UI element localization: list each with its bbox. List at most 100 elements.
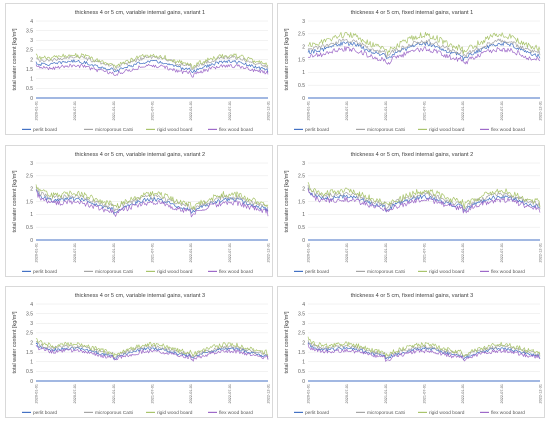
- legend-label: microporous CaSi: [367, 269, 405, 275]
- x-tick-label: 2022-01-01: [461, 384, 465, 403]
- y-tick-label: 2: [302, 44, 305, 50]
- series-line: [307, 31, 541, 55]
- legend-label: flex wood board: [491, 127, 525, 133]
- y-tick-label: 2: [30, 340, 33, 346]
- legend-label: microporous CaSi: [95, 410, 133, 416]
- chart-svg-1: thickness 4 or 5 cm, variable internal g…: [12, 10, 271, 133]
- x-tick-label: 2022-12-31: [539, 384, 543, 403]
- y-tick-label: 0.5: [298, 225, 305, 231]
- x-tick-label: 2022-07-01: [500, 101, 504, 120]
- x-tick-label: 2021-01-01: [384, 101, 388, 120]
- legend-label: flex wood board: [219, 269, 253, 275]
- x-tick-label: 2021-01-01: [112, 101, 116, 120]
- y-tick-label: 2.5: [298, 174, 305, 180]
- x-tick-label: 2020-07-01: [73, 384, 77, 403]
- y-tick-label: 2: [302, 186, 305, 192]
- chart-title: thickness 4 or 5 cm, variable internal g…: [75, 293, 205, 299]
- y-tick-label: 1.5: [298, 199, 305, 205]
- y-tick-label: 1: [30, 360, 33, 366]
- x-tick-label: 2020-01-01: [307, 243, 311, 262]
- legend-label: perlit board: [33, 127, 57, 133]
- series-line: [35, 55, 269, 71]
- chart-title: thickness 4 or 5 cm, fixed internal gain…: [351, 293, 474, 299]
- x-tick-label: 2021-07-01: [423, 384, 427, 403]
- legend-label: flex wood board: [491, 410, 525, 416]
- y-tick-label: 2: [30, 186, 33, 192]
- y-tick-label: 1.5: [26, 67, 33, 73]
- y-tick-label: 1.5: [26, 199, 33, 205]
- x-tick-label: 2021-07-01: [423, 101, 427, 120]
- x-tick-label: 2020-07-01: [73, 101, 77, 120]
- legend-label: microporous CaSi: [95, 127, 133, 133]
- chart-svg-5: thickness 4 or 5 cm, variable internal g…: [12, 293, 271, 416]
- series-line: [35, 63, 269, 78]
- y-tick-label: 1: [30, 212, 33, 218]
- y-tick-label: 3: [302, 161, 305, 167]
- legend-label: perlit board: [33, 410, 57, 416]
- y-tick-label: 1.5: [26, 350, 33, 356]
- x-tick-label: 2022-01-01: [189, 101, 193, 120]
- y-tick-label: 2.5: [26, 174, 33, 180]
- series-line: [35, 344, 269, 362]
- y-tick-label: 4: [30, 19, 33, 25]
- legend-label: microporous CaSi: [367, 410, 405, 416]
- y-tick-label: 1: [30, 77, 33, 83]
- y-tick-label: 1: [302, 360, 305, 366]
- series-line: [307, 46, 541, 65]
- y-tick-label: 0: [302, 238, 305, 244]
- x-tick-label: 2022-07-01: [500, 243, 504, 262]
- x-tick-label: 2022-12-31: [539, 243, 543, 262]
- x-tick-label: 2022-01-01: [189, 243, 193, 262]
- chart-panel-5: thickness 4 or 5 cm, variable internal g…: [5, 286, 273, 418]
- y-tick-label: 3: [30, 321, 33, 327]
- x-tick-label: 2020-01-01: [307, 384, 311, 403]
- x-tick-label: 2022-07-01: [500, 384, 504, 403]
- y-tick-label: 2: [302, 340, 305, 346]
- y-tick-label: 0: [302, 379, 305, 385]
- y-tick-label: 3: [30, 161, 33, 167]
- y-axis-label: total water content [kg/m³]: [12, 28, 18, 91]
- y-tick-label: 4: [302, 302, 305, 308]
- legend-label: rigid wood board: [157, 410, 193, 416]
- y-axis-label: total water content [kg/m³]: [284, 311, 290, 374]
- x-tick-label: 2022-12-31: [267, 243, 271, 262]
- y-tick-label: 0.5: [298, 83, 305, 89]
- legend-label: microporous CaSi: [95, 269, 133, 275]
- x-tick-label: 2021-07-01: [151, 101, 155, 120]
- x-tick-label: 2020-01-01: [35, 243, 39, 262]
- legend-label: perlit board: [305, 127, 329, 133]
- x-tick-label: 2020-01-01: [307, 101, 311, 120]
- y-tick-label: 0.5: [26, 225, 33, 231]
- y-tick-label: 3.5: [298, 311, 305, 317]
- y-tick-label: 0: [30, 96, 33, 102]
- x-tick-label: 2020-07-01: [73, 243, 77, 262]
- y-tick-label: 2.5: [298, 32, 305, 38]
- x-tick-label: 2021-01-01: [112, 384, 116, 403]
- x-tick-label: 2022-07-01: [228, 101, 232, 120]
- legend-label: perlit board: [305, 410, 329, 416]
- y-tick-label: 1.5: [298, 57, 305, 63]
- series-line: [307, 38, 541, 58]
- y-tick-label: 3: [30, 38, 33, 44]
- chart-title: thickness 4 or 5 cm, fixed internal gain…: [351, 10, 474, 16]
- y-tick-label: 3: [302, 19, 305, 25]
- chart-svg-6: thickness 4 or 5 cm, fixed internal gain…: [284, 293, 543, 416]
- series-line: [307, 343, 541, 362]
- x-tick-label: 2021-01-01: [384, 384, 388, 403]
- chart-svg-2: thickness 4 or 5 cm, fixed internal gain…: [284, 10, 543, 133]
- x-tick-label: 2022-01-01: [189, 384, 193, 403]
- series-line: [35, 186, 269, 212]
- chart-panel-3: thickness 4 or 5 cm, variable internal g…: [5, 145, 273, 277]
- chart-panel-4: thickness 4 or 5 cm, fixed internal gain…: [277, 145, 545, 277]
- series-line: [35, 59, 269, 74]
- x-tick-label: 2022-12-31: [267, 384, 271, 403]
- x-tick-label: 2021-07-01: [151, 243, 155, 262]
- legend-label: flex wood board: [491, 269, 525, 275]
- y-tick-label: 2.5: [26, 48, 33, 54]
- y-tick-label: 1.5: [298, 350, 305, 356]
- x-tick-label: 2021-07-01: [151, 384, 155, 403]
- series-line: [35, 342, 269, 360]
- x-tick-label: 2020-01-01: [35, 101, 39, 120]
- x-tick-label: 2020-07-01: [345, 101, 349, 120]
